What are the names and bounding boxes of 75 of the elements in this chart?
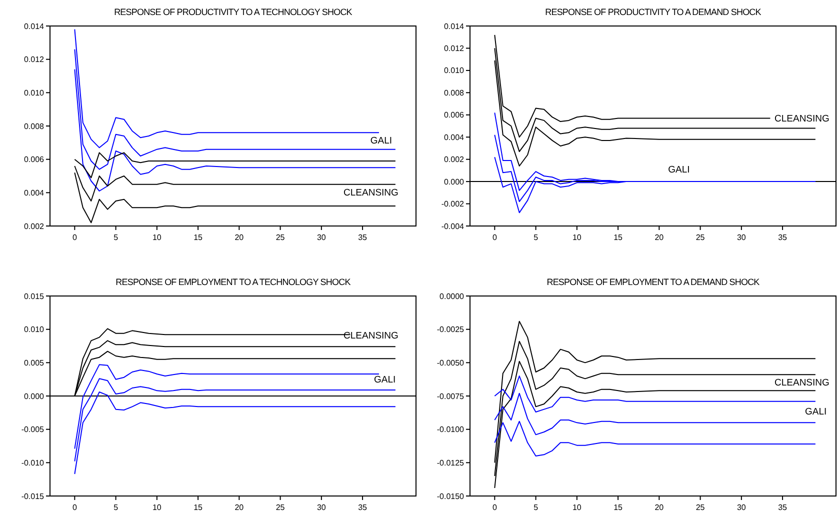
x-tick-label: 35: [358, 503, 368, 512]
x-tick-label: 25: [276, 233, 286, 242]
x-tick-label: 20: [234, 503, 244, 512]
y-tick-label: -0.0125: [436, 458, 465, 468]
x-tick-label: 0: [492, 503, 498, 512]
y-tick-label: 0.008: [24, 122, 45, 131]
y-tick-label: 0.010: [24, 325, 45, 334]
x-tick-label: 35: [778, 503, 788, 512]
x-tick-label: 10: [152, 233, 162, 242]
y-tick-label: 0.014: [24, 22, 45, 31]
x-tick-label: 15: [614, 503, 624, 512]
y-tick-label: 0.004: [444, 132, 465, 142]
annotation: GALI: [805, 406, 827, 418]
annotation: GALI: [374, 374, 396, 386]
y-tick-label: 0.006: [24, 155, 45, 164]
y-tick-label: -0.004: [441, 222, 465, 231]
x-tick-label: 0: [72, 233, 78, 242]
y-tick-label: 0.010: [24, 88, 45, 98]
y-tick-label: 0.000: [24, 392, 45, 401]
x-tick-label: 0: [492, 233, 498, 242]
y-tick-label: -0.005: [21, 425, 45, 434]
x-tick-label: 30: [316, 233, 326, 242]
annotation: CLEANSING: [774, 377, 830, 388]
y-tick-label: 0.012: [24, 55, 45, 64]
y-tick-label: 0.002: [444, 155, 465, 164]
y-tick-label: 0.0000: [440, 292, 465, 301]
annotation: CLEANSING: [344, 187, 398, 198]
y-tick-label: 0.012: [444, 44, 465, 54]
y-tick-label: -0.015: [21, 492, 45, 501]
x-tick-label: 35: [778, 233, 788, 242]
y-tick-label: 0.015: [24, 292, 45, 301]
x-tick-label: 30: [736, 503, 746, 512]
y-tick-label: 0.002: [24, 222, 45, 231]
y-tick-label: 0.000: [444, 177, 465, 186]
x-tick-label: 25: [276, 503, 286, 512]
x-tick-label: 25: [696, 233, 706, 242]
x-tick-label: 30: [736, 233, 746, 242]
x-tick-label: 0: [72, 503, 78, 512]
x-tick-label: 20: [654, 503, 664, 512]
annotation: GALI: [668, 164, 690, 176]
annotation: GALI: [370, 135, 392, 146]
x-tick-label: 15: [194, 233, 204, 242]
x-tick-label: 20: [234, 233, 244, 242]
x-tick-label: 15: [194, 503, 204, 512]
x-tick-label: 5: [534, 503, 539, 512]
chart-title: RESPONSE OF PRODUCTIVITY TO A TECHNOLOGY SHOCK: [114, 7, 352, 17]
x-tick-label: 25: [696, 503, 706, 512]
x-tick-label: 10: [572, 233, 582, 242]
chart-title: RESPONSE OF EMPLOYMENT TO A TECHNOLOGY SHOCK: [116, 277, 351, 287]
y-tick-label: -0.0025: [436, 325, 465, 334]
x-tick-label: 20: [654, 233, 664, 242]
chart-title: RESPONSE OF PRODUCTIVITY TO A DEMAND SHOCK: [545, 7, 762, 17]
y-tick-label: -0.0050: [436, 358, 465, 368]
x-tick-label: 10: [572, 503, 582, 512]
x-tick-label: 5: [114, 503, 119, 512]
y-tick-label: 0.004: [24, 188, 45, 198]
y-tick-label: 0.008: [444, 88, 465, 98]
x-tick-label: 15: [614, 233, 624, 242]
x-tick-label: 5: [114, 233, 119, 242]
y-tick-label: -0.0150: [436, 492, 465, 501]
y-tick-label: 0.005: [24, 358, 45, 368]
y-tick-label: 0.014: [444, 22, 465, 31]
y-tick-label: -0.010: [21, 458, 45, 468]
annotation: CLEANSING: [774, 113, 830, 124]
y-tick-label: -0.0075: [436, 392, 465, 401]
chart-title: RESPONSE OF EMPLOYMENT TO A DEMAND SHOCK: [546, 277, 760, 287]
annotation: CLEANSING: [344, 330, 398, 342]
x-tick-label: 30: [316, 503, 326, 512]
y-tick-label: 0.010: [444, 66, 465, 76]
x-tick-label: 35: [358, 233, 368, 242]
y-tick-label: -0.002: [441, 200, 465, 209]
y-tick-label: -0.0100: [436, 425, 465, 434]
x-tick-label: 5: [534, 233, 539, 242]
x-tick-label: 10: [152, 503, 162, 512]
y-tick-label: 0.006: [444, 110, 465, 120]
